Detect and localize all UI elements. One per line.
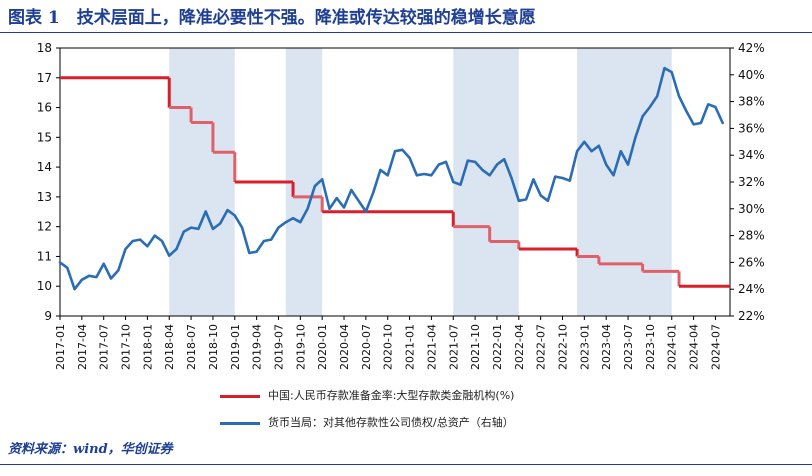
x-tick-label: 2023-04: [600, 324, 613, 370]
y-left-tick-label: 11: [37, 249, 52, 263]
y-right-tick-label: 40%: [738, 68, 765, 82]
x-tick-label: 2021-07: [447, 324, 460, 370]
shaded-period-3: [577, 48, 672, 316]
y-left-tick-label: 10: [37, 279, 52, 293]
y-left-tick-label: 17: [37, 71, 52, 85]
y-right-tick-label: 36%: [738, 121, 765, 135]
y-left-tick-label: 14: [37, 160, 52, 174]
y-right-tick-label: 34%: [738, 148, 765, 162]
x-tick-label: 2019-07: [272, 324, 285, 370]
y-left-tick-label: 9: [44, 309, 52, 323]
x-tick-label: 2023-07: [622, 324, 635, 370]
x-tick-label: 2022-04: [513, 324, 526, 370]
x-tick-label: 2020-10: [382, 324, 395, 370]
y-left-tick-label: 15: [37, 130, 52, 144]
x-tick-label: 2023-01: [578, 324, 591, 370]
legend-swatch-reserve-ratio: [220, 394, 260, 398]
chart-axes: 9 10 11 12 13 14 15 16 17 18 22% 24% 26% 28% 30% 32% 34%…: [37, 41, 765, 370]
x-tick-label: 2017-10: [120, 324, 133, 370]
x-tick-label: 2017-07: [98, 324, 111, 370]
y-right-tick-label: 38%: [738, 95, 765, 109]
x-tick-label: 2021-10: [469, 324, 482, 370]
chart-title: 图表 1 技术层面上，降准必要性不强。降准或传达较强的稳增长意愿: [8, 8, 536, 28]
x-tick-label: 2021-04: [425, 324, 438, 370]
x-tick-label: 2019-01: [229, 324, 242, 370]
x-tick-label: 2024-07: [709, 324, 722, 370]
x-tick-label: 2018-07: [185, 324, 198, 370]
x-tick-label: 2018-01: [141, 324, 154, 370]
y-left-tick-label: 12: [37, 220, 52, 234]
shaded-period-0: [169, 48, 235, 316]
x-tick-label: 2022-07: [535, 324, 548, 370]
y-right-tick-label: 42%: [738, 41, 765, 55]
legend-label-reserve-ratio: 中国:人民币存款准备金率:大型存款类金融机构(%): [268, 389, 515, 402]
y-left-tick-label: 16: [37, 101, 52, 115]
x-tick-label: 2020-07: [360, 324, 373, 370]
x-tick-label: 2019-10: [294, 324, 307, 370]
x-tick-label: 2024-04: [688, 324, 701, 370]
claims-ratio-line: [58, 66, 725, 291]
x-tick-label: 2020-01: [316, 324, 329, 370]
source-note: 资料来源：wind，华创证券: [8, 442, 173, 457]
y-right-tick-label: 32%: [738, 175, 765, 189]
x-tick-label: 2022-01: [491, 324, 504, 370]
title-rule: [0, 32, 812, 33]
x-tick-label: 2017-01: [54, 324, 67, 370]
shaded-period-2: [453, 48, 519, 316]
x-tick-label: 2018-04: [163, 324, 176, 370]
x-tick-label: 2024-01: [666, 324, 679, 370]
y-right-tick-label: 28%: [738, 229, 765, 243]
x-tick-label: 2017-04: [76, 324, 89, 370]
legend-item-reserve-ratio: 中国:人民币存款准备金率:大型存款类金融机构(%): [220, 386, 514, 406]
y-left-tick-label: 13: [37, 190, 52, 204]
x-tick-label: 2019-04: [251, 324, 264, 370]
x-tick-label: 2020-04: [338, 324, 351, 370]
x-tick-label: 2018-10: [207, 324, 220, 370]
y-right-tick-label: 30%: [738, 202, 765, 216]
legend-swatch-claims-ratio: [220, 421, 260, 425]
bottom-rule: [0, 464, 812, 465]
legend-item-claims-ratio: 货币当局：对其他存款性公司债权/总资产（右轴）: [220, 413, 514, 433]
x-tick-label: 2021-01: [404, 324, 417, 370]
x-tick-label: 2023-10: [644, 324, 657, 370]
y-right-tick-label: 22%: [738, 309, 765, 323]
x-tick-label: 2022-10: [557, 324, 570, 370]
y-right-tick-label: 26%: [738, 255, 765, 269]
y-left-tick-label: 18: [37, 41, 52, 55]
y-right-tick-label: 24%: [738, 282, 765, 296]
legend-label-claims-ratio: 货币当局：对其他存款性公司债权/总资产（右轴）: [268, 416, 514, 429]
chart-series: [58, 66, 730, 291]
